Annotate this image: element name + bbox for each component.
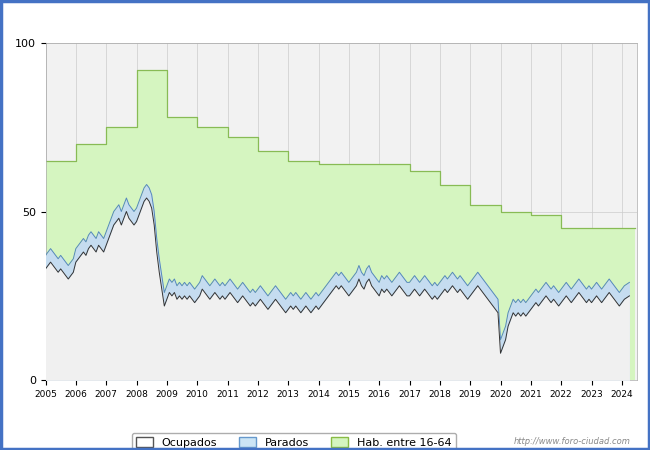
Text: http://www.foro-ciudad.com: http://www.foro-ciudad.com — [514, 436, 630, 446]
Text: Mezquita de Jarque - Evolucion de la poblacion en edad de Trabajar Mayo de 2024: Mezquita de Jarque - Evolucion de la pob… — [82, 14, 568, 27]
Legend: Ocupados, Parados, Hab. entre 16-64: Ocupados, Parados, Hab. entre 16-64 — [132, 432, 456, 450]
